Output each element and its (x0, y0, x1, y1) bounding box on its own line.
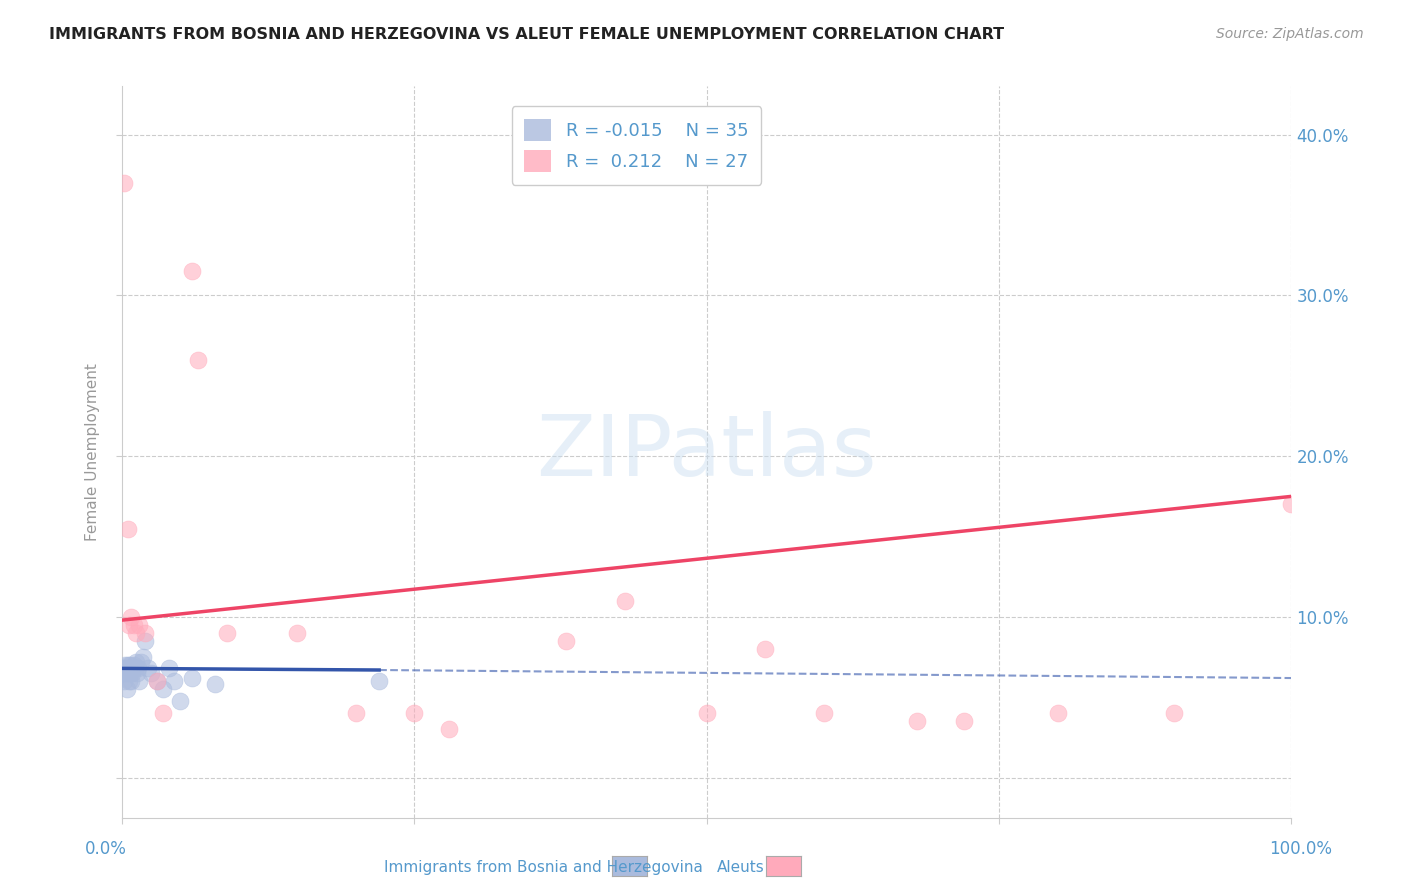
Point (124, 661, 146, 675)
Point (121, 666, 143, 681)
Point (187, 352, 209, 367)
Text: ZIPatlas: ZIPatlas (536, 410, 877, 493)
Point (163, 674, 186, 689)
Point (285, 626, 308, 640)
Point (122, 658, 145, 673)
Point (754, 642, 776, 657)
Point (118, 666, 141, 681)
Point (118, 661, 141, 675)
Point (613, 594, 636, 608)
Point (128, 674, 150, 689)
Point (125, 655, 148, 669)
Legend: R = -0.015    N = 35, R =  0.212    N = 27: R = -0.015 N = 35, R = 0.212 N = 27 (512, 106, 761, 185)
Point (368, 674, 391, 689)
Point (117, 666, 139, 681)
Point (217, 626, 239, 640)
Point (344, 706, 367, 721)
Point (134, 626, 156, 640)
Point (136, 661, 159, 675)
Text: Aleuts: Aleuts (717, 860, 765, 874)
Point (115, 661, 138, 675)
Point (204, 677, 226, 691)
Point (152, 706, 174, 721)
Point (125, 666, 148, 681)
Point (146, 674, 169, 689)
Point (132, 650, 155, 665)
Point (146, 674, 169, 689)
Text: 100.0%: 100.0% (1270, 840, 1331, 858)
Point (1046, 706, 1069, 721)
Point (112, 176, 135, 190)
Point (118, 674, 141, 689)
Point (112, 674, 135, 689)
Point (169, 693, 191, 707)
Point (157, 661, 180, 675)
Point (152, 682, 174, 697)
Point (1281, 497, 1303, 511)
Point (117, 522, 139, 536)
Point (439, 723, 461, 737)
Point (112, 661, 135, 675)
Point (114, 666, 136, 681)
Point (129, 655, 152, 669)
Point (118, 618, 141, 632)
Y-axis label: Female Unemployment: Female Unemployment (86, 363, 100, 541)
Point (115, 682, 138, 697)
Point (139, 666, 162, 681)
Point (181, 264, 204, 278)
Point (181, 671, 204, 685)
Point (404, 706, 426, 721)
Point (905, 714, 928, 729)
Point (120, 674, 142, 689)
Text: 0.0%: 0.0% (84, 840, 127, 858)
Point (127, 661, 149, 675)
Point (555, 634, 578, 648)
Point (122, 618, 145, 632)
Point (813, 706, 835, 721)
Point (120, 610, 142, 624)
Text: Source: ZipAtlas.com: Source: ZipAtlas.com (1216, 27, 1364, 41)
Text: IMMIGRANTS FROM BOSNIA AND HERZEGOVINA VS ALEUT FEMALE UNEMPLOYMENT CORRELATION : IMMIGRANTS FROM BOSNIA AND HERZEGOVINA V… (49, 27, 1004, 42)
Point (125, 626, 148, 640)
Point (128, 618, 150, 632)
Point (1163, 706, 1185, 721)
Text: Immigrants from Bosnia and Herzegovina: Immigrants from Bosnia and Herzegovina (384, 860, 703, 874)
Point (120, 661, 142, 675)
Point (134, 634, 156, 648)
Point (953, 714, 976, 729)
Point (111, 666, 134, 681)
Point (117, 658, 139, 673)
Point (114, 658, 136, 673)
Point (696, 706, 718, 721)
Point (118, 658, 141, 673)
